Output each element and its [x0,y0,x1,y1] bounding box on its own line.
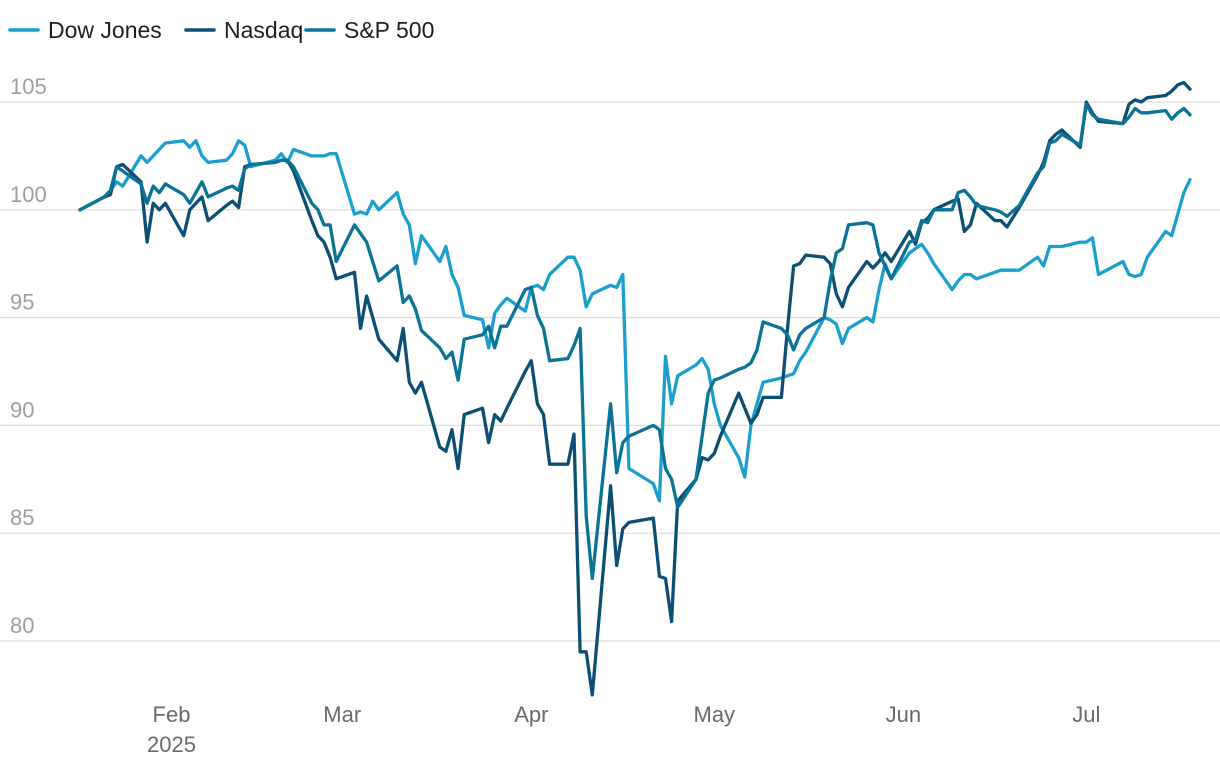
legend-label-nasdaq: Nasdaq [224,17,303,43]
x-axis-ticks: Feb 2025 Mar Apr May Jun Jul [147,702,1100,757]
y-tick-label-90: 90 [10,397,34,422]
y-gridlines [0,101,1220,642]
legend-item-nasdaq[interactable]: Nasdaq [184,17,303,43]
y-tick-label-105: 105 [10,74,47,99]
y-tick-label-85: 85 [10,505,34,530]
x-tick-label-may: May [694,702,736,727]
x-tick-label-apr: Apr [514,702,548,727]
x-tick-label-jul: Jul [1072,702,1100,727]
legend-label-s-p-500: S&P 500 [344,17,434,43]
y-tick-label-95: 95 [10,290,34,315]
x-tick-label-feb: Feb [153,702,191,727]
y-tick-label-100: 100 [10,182,47,207]
x-tick-label-jun: Jun [886,702,921,727]
y-tick-label-80: 80 [10,613,34,638]
legend-label-dow-jones: Dow Jones [48,17,162,43]
series-lines [78,80,1192,697]
x-tick-label-mar: Mar [323,702,361,727]
chart-legend: Dow Jones Nasdaq S&P 500 [8,17,434,43]
series-line-nasdaq [78,80,1192,697]
series-line-s-p-500 [78,102,1192,581]
y-axis-ticks: 80 85 90 95 100 105 [10,74,47,638]
series-line-dow-jones [78,139,1192,503]
legend-item-s-p-500[interactable]: S&P 500 [304,17,434,43]
legend-item-dow-jones[interactable]: Dow Jones [8,17,162,43]
x-tick-sublabel-year: 2025 [147,732,196,757]
